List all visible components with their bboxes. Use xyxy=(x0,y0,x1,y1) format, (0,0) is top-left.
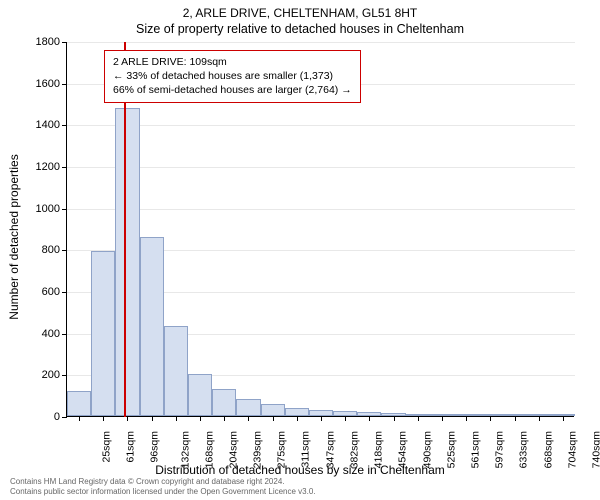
xtick-label: 239sqm xyxy=(252,431,264,468)
ytick-mark xyxy=(62,84,67,85)
xtick-label: 561sqm xyxy=(469,431,481,468)
xtick-label: 25sqm xyxy=(101,431,113,463)
histogram-bar xyxy=(285,408,309,416)
ytick-mark xyxy=(62,292,67,293)
gridline xyxy=(67,209,575,210)
xtick-label: 525sqm xyxy=(445,431,457,468)
gridline xyxy=(67,125,575,126)
chart-title-sub: Size of property relative to detached ho… xyxy=(136,22,464,36)
xtick-label: 168sqm xyxy=(203,431,215,468)
xtick-mark xyxy=(321,416,322,421)
xtick-mark xyxy=(490,416,491,421)
xtick-label: 61sqm xyxy=(125,431,137,463)
xtick-mark xyxy=(103,416,104,421)
xtick-label: 454sqm xyxy=(397,431,409,468)
ytick-label: 1800 xyxy=(36,36,60,48)
ytick-mark xyxy=(62,42,67,43)
xtick-label: 311sqm xyxy=(299,431,311,468)
xtick-label: 704sqm xyxy=(566,431,578,468)
gridline xyxy=(67,167,575,168)
histogram-bar xyxy=(140,237,164,416)
xtick-mark xyxy=(563,416,564,421)
ytick-mark xyxy=(62,250,67,251)
histogram-bar xyxy=(67,391,91,416)
annotation-line-3: 66% of semi-detached houses are larger (… xyxy=(113,83,352,97)
ytick-label: 1200 xyxy=(36,161,60,173)
annotation-box: 2 ARLE DRIVE: 109sqm ← 33% of detached h… xyxy=(104,50,361,103)
ytick-label: 1600 xyxy=(36,78,60,90)
footer-attribution: Contains HM Land Registry data © Crown c… xyxy=(10,477,316,497)
xtick-label: 275sqm xyxy=(276,431,288,468)
y-axis-label: Number of detached properties xyxy=(7,154,21,319)
histogram-bar xyxy=(115,108,139,416)
xtick-label: 418sqm xyxy=(373,431,385,468)
xtick-mark xyxy=(176,416,177,421)
xtick-label: 740sqm xyxy=(590,431,600,468)
ytick-mark xyxy=(62,334,67,335)
xtick-mark xyxy=(152,416,153,421)
xtick-mark xyxy=(394,416,395,421)
xtick-label: 204sqm xyxy=(227,431,239,468)
xtick-label: 490sqm xyxy=(421,431,433,468)
histogram-bar xyxy=(261,404,285,417)
ytick-label: 600 xyxy=(42,286,60,298)
xtick-mark xyxy=(127,416,128,421)
ytick-label: 1000 xyxy=(36,203,60,215)
xtick-mark xyxy=(200,416,201,421)
footer-line-2: Contains public sector information licen… xyxy=(10,487,316,497)
gridline xyxy=(67,42,575,43)
chart-title-main: 2, ARLE DRIVE, CHELTENHAM, GL51 8HT xyxy=(183,6,418,20)
ytick-label: 200 xyxy=(42,369,60,381)
annotation-line-2: ← 33% of detached houses are smaller (1,… xyxy=(113,69,352,83)
xtick-label: 132sqm xyxy=(179,431,191,468)
histogram-bar xyxy=(164,326,188,416)
ytick-mark xyxy=(62,375,67,376)
xtick-mark xyxy=(79,416,80,421)
ytick-mark xyxy=(62,209,67,210)
xtick-label: 382sqm xyxy=(348,431,360,468)
footer-line-1: Contains HM Land Registry data © Crown c… xyxy=(10,477,316,487)
xtick-mark xyxy=(273,416,274,421)
xtick-mark xyxy=(248,416,249,421)
xtick-label: 597sqm xyxy=(494,431,506,468)
ytick-label: 400 xyxy=(42,328,60,340)
xtick-mark xyxy=(297,416,298,421)
histogram-bar xyxy=(212,389,236,416)
ytick-label: 800 xyxy=(42,244,60,256)
xtick-label: 347sqm xyxy=(324,431,336,468)
histogram-bar xyxy=(91,251,115,416)
chart-container: 2, ARLE DRIVE, CHELTENHAM, GL51 8HT Size… xyxy=(0,0,600,500)
xtick-label: 96sqm xyxy=(149,431,161,463)
histogram-bar xyxy=(236,399,260,416)
xtick-mark xyxy=(224,416,225,421)
xtick-mark xyxy=(515,416,516,421)
xtick-mark xyxy=(418,416,419,421)
ytick-mark xyxy=(62,167,67,168)
ytick-mark xyxy=(62,417,67,418)
xtick-mark xyxy=(466,416,467,421)
ytick-mark xyxy=(62,125,67,126)
xtick-mark xyxy=(442,416,443,421)
xtick-mark xyxy=(539,416,540,421)
ytick-label: 0 xyxy=(54,411,60,423)
xtick-label: 668sqm xyxy=(542,431,554,468)
histogram-bar xyxy=(188,374,212,416)
annotation-line-1: 2 ARLE DRIVE: 109sqm xyxy=(113,55,352,69)
ytick-label: 1400 xyxy=(36,119,60,131)
xtick-mark xyxy=(369,416,370,421)
xtick-mark xyxy=(345,416,346,421)
xtick-label: 633sqm xyxy=(518,431,530,468)
